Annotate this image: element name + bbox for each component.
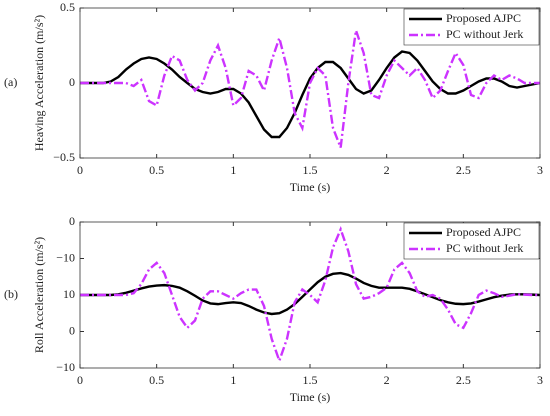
y-tick-label: 0: [69, 214, 75, 228]
y-tick-label: 0: [69, 75, 75, 89]
x-tick-label: 3: [537, 373, 543, 387]
y-axis-label: Heaving Acceleration (m/s²): [32, 15, 46, 151]
x-tick-label: 1: [230, 373, 236, 387]
series-line: [80, 271, 541, 316]
x-tick-label: 1.5: [303, 163, 318, 177]
axes-frame: [79, 7, 541, 159]
series-line: [80, 30, 540, 148]
x-tick-label: 1: [230, 163, 236, 177]
legend-label: Proposed AJPC: [446, 11, 521, 25]
y-tick-label: −0.5: [53, 150, 75, 164]
series-line: [80, 50, 541, 139]
x-axis-label: Time (s): [290, 390, 331, 404]
x-tick-label: 1.5: [303, 373, 318, 387]
panel-label: (b): [4, 287, 18, 301]
x-tick-label: 0: [77, 163, 83, 177]
x-tick-label: 2.5: [456, 373, 471, 387]
y-tick-label: −10: [56, 250, 75, 264]
legend-box: [403, 8, 540, 46]
y-axis-label: Roll Acceleration (m/s²): [32, 237, 46, 353]
y-tick-label: −10: [56, 360, 75, 374]
x-tick-label: 2.5: [456, 163, 471, 177]
y-tick-label: 0.5: [60, 0, 75, 14]
x-tick-label: 3: [537, 163, 543, 177]
x-tick-label: 2: [384, 163, 390, 177]
x-tick-label: 0: [77, 373, 83, 387]
legend-label: PC without Jerk: [446, 241, 523, 255]
axes-frame: [79, 221, 541, 369]
panel-label: (a): [4, 75, 17, 89]
legend-box: [403, 222, 540, 260]
x-axis-label: Time (s): [290, 180, 331, 194]
x-tick-label: 0.5: [149, 163, 164, 177]
series-line: [80, 225, 540, 365]
legend-label: PC without Jerk: [446, 27, 523, 41]
y-tick-label: 0: [69, 323, 75, 337]
legend-label: Proposed AJPC: [446, 225, 521, 239]
y-tick-label: 10: [63, 287, 75, 301]
x-tick-label: 2: [384, 373, 390, 387]
x-tick-label: 0.5: [149, 373, 164, 387]
